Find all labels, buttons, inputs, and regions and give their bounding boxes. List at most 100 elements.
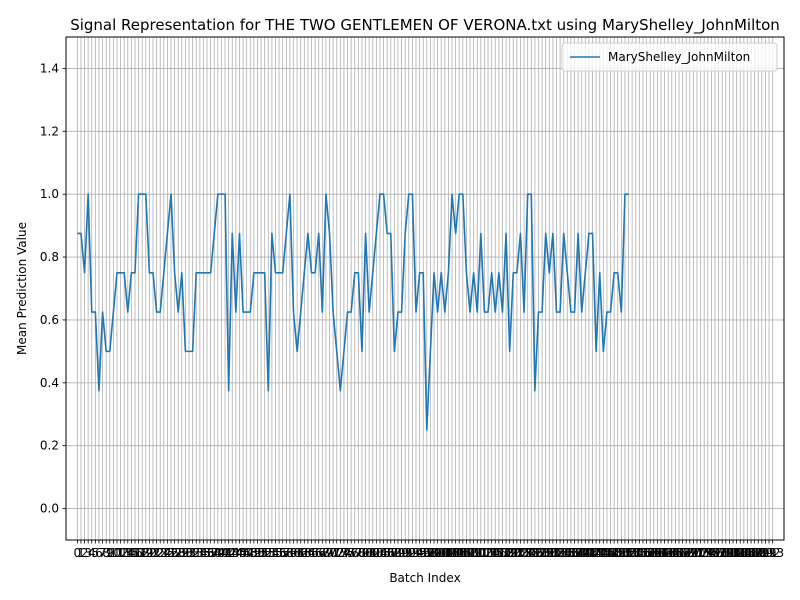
x-tick-label: 106: [448, 546, 471, 560]
x-tick-label: 65: [304, 546, 319, 560]
x-tick-label: 108: [455, 546, 478, 560]
x-tick-label: 23: [153, 546, 168, 560]
x-tick-label: 36: [199, 546, 214, 560]
x-tick-label: 7: [99, 546, 107, 560]
y-axis-label: Mean Prediction Value: [15, 222, 29, 355]
x-tick-label: 98: [423, 546, 438, 560]
x-tick-label: 178: [707, 546, 730, 560]
x-tick-label: 68: [315, 546, 330, 560]
x-tick-label: 30: [178, 546, 193, 560]
x-tick-label: 174: [693, 546, 716, 560]
x-tick-label: 54: [264, 546, 279, 560]
x-tick-label: 97: [419, 546, 434, 560]
x-tick-label: 16: [127, 546, 142, 560]
x-tick-label: 168: [671, 546, 694, 560]
x-tick-label: 193: [761, 546, 784, 560]
x-tick-label: 129: [531, 546, 554, 560]
x-gridlines: [76, 37, 774, 540]
x-tick-label: 149: [603, 546, 626, 560]
x-tick-label: 17: [131, 546, 146, 560]
x-tick-label: 122: [505, 546, 528, 560]
x-tick-label: 13: [117, 546, 132, 560]
x-tick-label: 80: [358, 546, 373, 560]
x-tick-label: 69: [318, 546, 333, 560]
x-tick-label: 187: [740, 546, 763, 560]
x-tick-label: 130: [534, 546, 557, 560]
y-tick-label: 1.0: [40, 187, 59, 201]
x-ticks: 0123456789101112131415161718192021222324…: [74, 540, 784, 560]
x-tick-label: 12: [113, 546, 128, 560]
x-tick-label: 11: [109, 546, 124, 560]
x-tick-label: 110: [462, 546, 485, 560]
x-tick-label: 165: [660, 546, 683, 560]
x-tick-label: 41: [217, 546, 232, 560]
x-tick-label: 190: [750, 546, 773, 560]
x-tick-label: 27: [167, 546, 182, 560]
x-tick-label: 72: [329, 546, 344, 560]
x-tick-label: 1: [77, 546, 85, 560]
x-tick-label: 96: [416, 546, 431, 560]
x-tick-label: 109: [459, 546, 482, 560]
x-tick-label: 77: [347, 546, 362, 560]
x-tick-label: 21: [145, 546, 160, 560]
x-tick-label: 57: [275, 546, 290, 560]
y-tick-label: 0.2: [40, 439, 59, 453]
x-tick-label: 75: [340, 546, 355, 560]
x-tick-label: 34: [192, 546, 207, 560]
x-tick-label: 124: [513, 546, 536, 560]
x-tick-label: 144: [585, 546, 608, 560]
x-tick-label: 112: [469, 546, 492, 560]
x-tick-label: 105: [444, 546, 467, 560]
x-tick-label: 79: [354, 546, 369, 560]
x-tick-label: 173: [689, 546, 712, 560]
x-tick-label: 163: [653, 546, 676, 560]
x-tick-label: 74: [336, 546, 351, 560]
x-tick-label: 29: [174, 546, 189, 560]
x-tick-label: 138: [563, 546, 586, 560]
x-tick-label: 153: [617, 546, 640, 560]
x-tick-label: 117: [487, 546, 510, 560]
x-tick-label: 46: [235, 546, 250, 560]
x-tick-label: 42: [221, 546, 236, 560]
x-tick-label: 166: [664, 546, 687, 560]
x-tick-label: 185: [732, 546, 755, 560]
x-tick-label: 9: [106, 546, 114, 560]
x-tick-label: 47: [239, 546, 254, 560]
x-tick-label: 141: [574, 546, 597, 560]
x-tick-label: 145: [588, 546, 611, 560]
x-tick-label: 131: [538, 546, 561, 560]
x-tick-label: 0: [74, 546, 82, 560]
y-tick-label: 1.2: [40, 124, 59, 138]
x-tick-label: 8: [102, 546, 110, 560]
x-tick-label: 116: [484, 546, 507, 560]
x-tick-label: 66: [307, 546, 322, 560]
x-tick-label: 167: [668, 546, 691, 560]
x-tick-label: 91: [398, 546, 413, 560]
x-tick-label: 32: [185, 546, 200, 560]
x-tick-label: 171: [682, 546, 705, 560]
x-tick-label: 43: [225, 546, 240, 560]
x-tick-label: 52: [257, 546, 272, 560]
x-tick-label: 5: [92, 546, 100, 560]
x-tick-label: 158: [635, 546, 658, 560]
x-tick-label: 90: [394, 546, 409, 560]
x-tick-label: 61: [289, 546, 304, 560]
y-ticks: 0.0 0.2 0.4 0.6 0.8 1.0 1.2 1.4: [40, 61, 66, 516]
series-layer: [77, 193, 629, 431]
x-tick-label: 148: [599, 546, 622, 560]
x-tick-label: 55: [268, 546, 283, 560]
x-tick-label: 24: [156, 546, 171, 560]
x-tick-label: 14: [120, 546, 135, 560]
x-tick-label: 25: [160, 546, 175, 560]
x-tick-label: 38: [207, 546, 222, 560]
x-tick-label: 156: [628, 546, 651, 560]
x-tick-label: 118: [491, 546, 514, 560]
x-tick-label: 172: [686, 546, 709, 560]
x-tick-label: 67: [311, 546, 326, 560]
x-tick-label: 104: [441, 546, 464, 560]
x-tick-label: 35: [196, 546, 211, 560]
legend: MaryShelley_JohnMilton: [561, 42, 778, 72]
x-tick-label: 99: [426, 546, 441, 560]
x-tick-label: 33: [189, 546, 204, 560]
